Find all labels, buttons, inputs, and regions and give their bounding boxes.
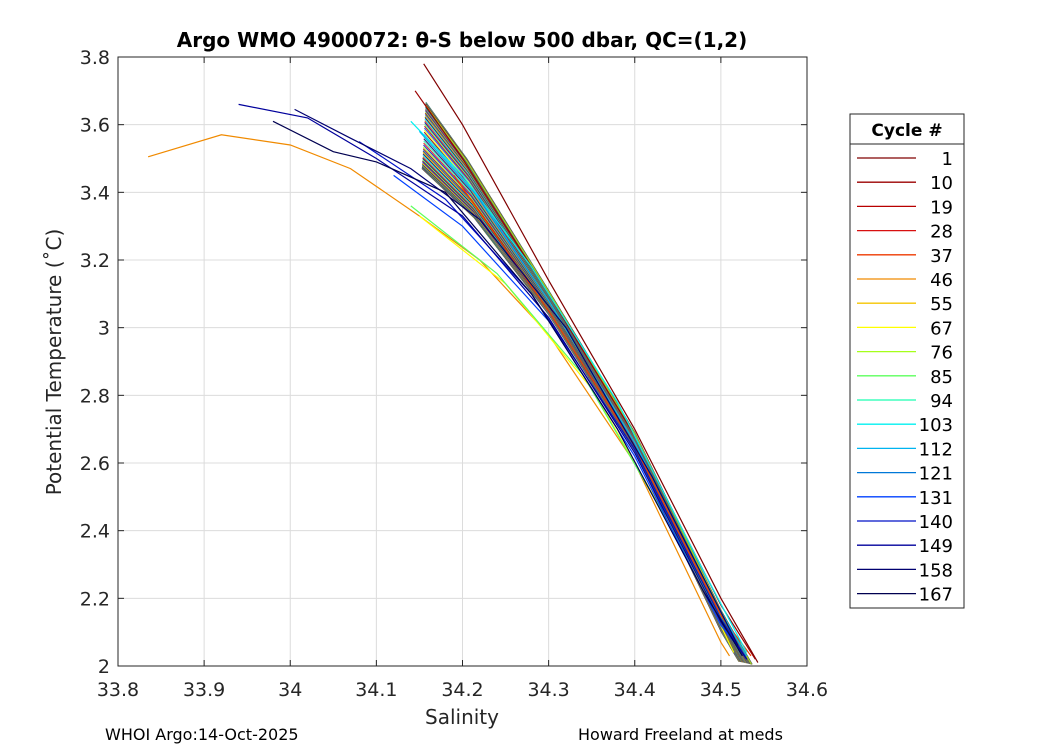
series-cycle-1 [423,63,759,663]
legend-label: 158 [919,560,953,581]
legend-label: 76 [930,343,953,364]
legend-label: 121 [919,464,953,485]
legend-label: 94 [930,391,953,412]
legend-label: 103 [919,415,953,436]
legend-title: Cycle # [871,121,942,141]
y-tick-label: 3.8 [80,47,110,69]
series-cycle-158 [294,108,739,646]
legend-label: 37 [930,246,953,267]
x-tick-label: 34.5 [700,679,742,701]
series-cycle-167 [272,120,743,657]
legend-label: 85 [930,367,953,388]
chart-title: Argo WMO 4900072: θ-S below 500 dbar, QC… [177,28,747,52]
footer-source: WHOI Argo:14-Oct-2025 [105,725,299,744]
x-axis-label: Salinity [425,705,499,729]
y-axis-ticks: 2 2.2 2.4 2.6 2.8 3 3.2 3.4 3.6 3.8 [80,47,807,678]
y-axis-label: Potential Temperature (˚C) [42,229,66,496]
legend-label: 46 [930,270,953,291]
y-tick-label: 2.8 [80,385,110,407]
legend-label: 10 [930,173,953,194]
legend-label: 140 [919,512,953,533]
x-tick-label: 34 [278,679,302,701]
legend: Cycle # 1 10 19 28 37 46 55 67 76 85 94 103 112 121 13… [849,113,965,609]
y-tick-label: 2.4 [80,521,110,543]
legend-label: 55 [930,294,953,315]
y-tick-label: 3 [98,318,110,340]
x-tick-label: 34.6 [786,679,828,701]
x-tick-label: 33.9 [183,679,225,701]
y-tick-label: 2 [98,656,110,678]
series-cycle-46 [147,134,731,657]
x-tick-label: 33.8 [97,679,139,701]
legend-box [849,113,965,609]
x-tick-label: 34.3 [527,679,569,701]
x-axis-ticks: 33.8 33.9 34 34.1 34.2 34.3 34.4 34.5 34.6 [97,57,828,701]
y-tick-label: 3.2 [80,250,110,272]
legend-label: 112 [919,439,953,460]
legend-entries: 1 10 19 28 37 46 55 67 76 85 94 103 112 121 131 140 149 1… [857,149,953,606]
legend-label: 167 [919,585,953,606]
legend-label: 1 [942,149,953,170]
legend-label: 19 [930,197,953,218]
profile-lines [147,63,759,663]
y-tick-label: 3.4 [80,182,110,204]
x-tick-label: 34.4 [614,679,656,701]
legend-label: 131 [919,488,953,509]
series-cycle-149 [238,103,748,660]
y-tick-label: 2.6 [80,453,110,475]
footer-author: Howard Freeland at meds [578,725,783,744]
y-tick-label: 2.2 [80,588,110,610]
x-tick-label: 34.1 [355,679,397,701]
series-cycle-103 [410,120,748,653]
legend-label: 67 [930,318,953,339]
x-tick-label: 34.2 [441,679,483,701]
y-tick-label: 3.6 [80,115,110,137]
legend-label: 28 [930,222,953,243]
legend-label: 149 [919,536,953,557]
